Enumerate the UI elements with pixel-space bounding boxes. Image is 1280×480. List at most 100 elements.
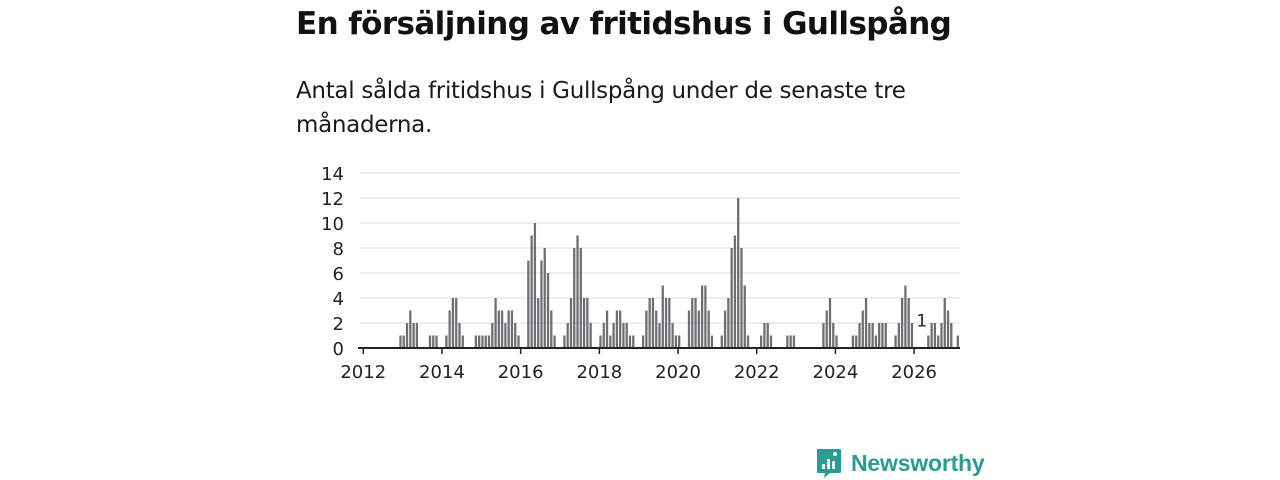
bar: [474, 335, 478, 348]
bar: [537, 298, 540, 348]
bar: [930, 323, 933, 348]
bar: [573, 248, 576, 348]
bar: [586, 298, 589, 348]
bar: [478, 335, 481, 348]
bar: [825, 310, 828, 348]
bar: [661, 285, 664, 348]
bar: [861, 310, 864, 348]
bar: [878, 323, 881, 348]
bar: [904, 285, 907, 348]
y-tick-label: 14: [321, 164, 344, 185]
bar: [566, 323, 569, 348]
bar: [428, 335, 432, 348]
bar: [461, 335, 464, 348]
bar: [700, 285, 704, 348]
bar: [668, 298, 671, 348]
bar: [710, 335, 714, 348]
bar: [641, 335, 645, 348]
y-tick-label: 6: [333, 264, 344, 285]
bar: [579, 248, 582, 348]
bar: [609, 335, 612, 348]
chart-subtitle: Antal sålda fritidshus i Gullspång under…: [296, 78, 906, 138]
bar: [933, 323, 937, 348]
bar: [481, 335, 484, 348]
bar: [763, 323, 766, 348]
bar: [740, 248, 743, 348]
bar: [697, 310, 700, 348]
bar: [691, 298, 694, 348]
y-tick-label: 12: [321, 189, 344, 210]
bar: [432, 335, 435, 348]
bar: [760, 335, 763, 348]
bar: [737, 198, 740, 348]
bar: [946, 310, 950, 348]
bar: [412, 323, 415, 348]
bar: [540, 260, 543, 348]
bar: [858, 323, 861, 348]
highlight-value-label: 1: [916, 312, 927, 332]
x-axis-labels: 2012 2014 2016 2018 2020 2022 2024 2026: [340, 348, 937, 383]
bar: [648, 298, 651, 348]
bar: [822, 323, 825, 348]
x-tick-label: 2026: [891, 362, 937, 383]
bar: [851, 335, 855, 348]
bar: [900, 298, 904, 348]
bar: [769, 335, 773, 348]
bar: [458, 323, 461, 348]
bar: [674, 335, 678, 348]
bar: [494, 298, 497, 348]
bar: [910, 323, 914, 348]
y-tick-label: 2: [333, 314, 344, 335]
bar: [619, 310, 622, 348]
bar: [553, 335, 556, 348]
bar: [874, 335, 878, 348]
x-tick-label: 2022: [734, 362, 780, 383]
bar: [687, 310, 691, 348]
bar: [746, 335, 750, 348]
bar: [704, 285, 707, 348]
bar: [550, 310, 553, 348]
bar: [628, 335, 632, 348]
bar: [576, 235, 579, 348]
bar: [605, 310, 609, 348]
bar: [658, 323, 661, 348]
x-tick-label: 2024: [813, 362, 859, 383]
bar: [733, 235, 737, 348]
bar: [864, 298, 868, 348]
bar: [927, 335, 930, 348]
chart-container: En försäljning av fritidshus i Gullspång…: [296, 0, 996, 480]
y-tick-label: 10: [321, 214, 344, 235]
bar: [409, 310, 412, 348]
bar: [497, 310, 500, 348]
bar: [451, 298, 455, 348]
bar: [504, 323, 507, 348]
bar: [530, 235, 533, 348]
y-tick-label: 0: [333, 339, 344, 360]
bar: [720, 335, 723, 348]
bar: [563, 335, 566, 348]
data-labels: 1: [916, 312, 927, 332]
bar: [533, 223, 537, 348]
bar: [632, 335, 635, 348]
bar: [723, 310, 727, 348]
bars: [399, 198, 959, 348]
bar: [582, 298, 586, 348]
bar: [405, 323, 409, 348]
bar: [491, 323, 494, 348]
bar: [727, 298, 730, 348]
bar: [612, 323, 615, 348]
bar: [707, 310, 710, 348]
bar: [510, 310, 514, 348]
bar: [615, 310, 619, 348]
bar: [599, 335, 602, 348]
bar: [792, 335, 796, 348]
bar: [517, 335, 520, 348]
bar: [871, 323, 874, 348]
bar: [832, 323, 835, 348]
y-tick-label: 8: [333, 239, 344, 260]
bar: [664, 298, 668, 348]
bar: [943, 298, 946, 348]
bar: [881, 323, 884, 348]
bar: [569, 298, 573, 348]
x-tick-label: 2016: [498, 362, 544, 383]
